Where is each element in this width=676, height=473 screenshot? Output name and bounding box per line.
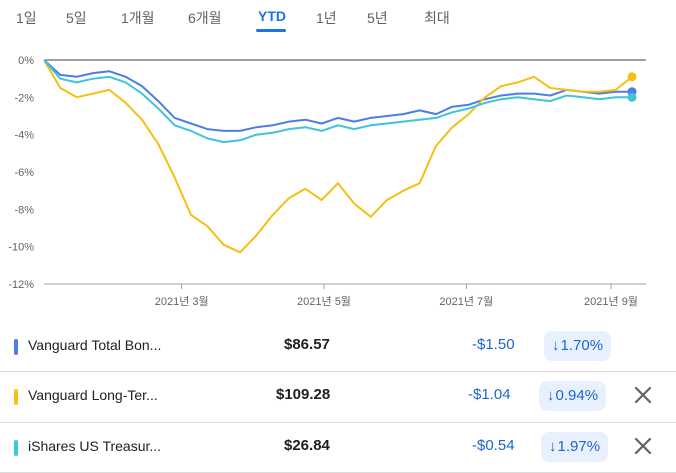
series-line [43, 59, 632, 144]
holding-name: iShares US Treasur... [28, 438, 162, 454]
x-tick-label: 2021년 3월 [155, 295, 209, 308]
series-line [43, 59, 633, 254]
tab-1y[interactable]: 1년 [316, 10, 337, 26]
holding-percent-badge: ↓1.97% [541, 432, 609, 462]
tab-ytd[interactable]: YTD [258, 8, 286, 24]
holding-row[interactable]: iShares US Treasur... $26.84 -$0.54 ↓1.9… [0, 423, 676, 471]
performance-chart: 0% -2% -4% -6% -8% -10% -12% 2021년 3월 2021년 5월 20… [8, 55, 646, 308]
tab-1m[interactable]: 1개월 [121, 10, 155, 26]
y-tick-label: -4% [14, 130, 34, 142]
holding-percent: 1.97% [557, 438, 601, 455]
tab-5d[interactable]: 5일 [66, 10, 87, 26]
down-arrow-icon: ↓ [552, 337, 560, 354]
holding-price: $109.28 [276, 386, 331, 403]
holding-percent-badge: ↓0.94% [539, 381, 607, 411]
holding-row[interactable]: Vanguard Total Bon... $86.57 -$1.50 ↓1.7… [0, 322, 676, 370]
x-tick-label: 2021년 9월 [584, 295, 638, 308]
remove-comparison-button[interactable] [632, 384, 654, 406]
down-arrow-icon: ↓ [547, 387, 555, 404]
close-icon [634, 437, 652, 455]
holding-price: $86.57 [284, 336, 330, 353]
holding-row[interactable]: Vanguard Long-Ter... $109.28 -$1.04 ↓0.9… [0, 372, 676, 420]
row-divider [0, 371, 676, 372]
down-arrow-icon: ↓ [549, 438, 557, 455]
y-tick-label: 0% [18, 55, 34, 67]
row-divider [0, 422, 676, 423]
holding-percent-badge: ↓1.70% [544, 331, 612, 361]
y-tick-label: -8% [14, 204, 34, 216]
holding-change: -$1.04 [468, 386, 511, 403]
x-tick-label: 2021년 5월 [297, 295, 351, 308]
holding-name: Vanguard Total Bon... [28, 337, 162, 353]
active-tab-indicator [256, 29, 286, 32]
tab-6m[interactable]: 6개월 [188, 10, 222, 26]
holding-change: -$1.50 [472, 336, 515, 353]
holding-change: -$0.54 [472, 437, 515, 454]
close-icon [634, 386, 652, 404]
series-color-swatch [14, 339, 18, 355]
time-range-tabs: 1일 5일 1개월 6개월 YTD 1년 5년 최대 [0, 0, 676, 40]
y-tick-label: -6% [14, 167, 34, 179]
tab-1d[interactable]: 1일 [16, 10, 37, 26]
series-end-marker [627, 72, 637, 82]
series-color-swatch [14, 440, 18, 456]
series-end-marker [627, 92, 637, 102]
holding-percent: 0.94% [555, 387, 599, 404]
holding-name: Vanguard Long-Ter... [28, 387, 158, 403]
holding-price: $26.84 [284, 437, 330, 454]
y-tick-label: -10% [8, 242, 34, 254]
y-tick-label: -2% [14, 92, 34, 104]
remove-comparison-button[interactable] [632, 435, 654, 457]
holding-percent: 1.70% [560, 337, 604, 354]
tab-5y[interactable]: 5년 [367, 10, 388, 26]
series-color-swatch [14, 389, 18, 405]
series-line [43, 59, 632, 132]
tab-max[interactable]: 최대 [424, 10, 450, 26]
y-tick-label: -12% [8, 279, 34, 291]
x-tick-label: 2021년 7월 [439, 295, 493, 308]
